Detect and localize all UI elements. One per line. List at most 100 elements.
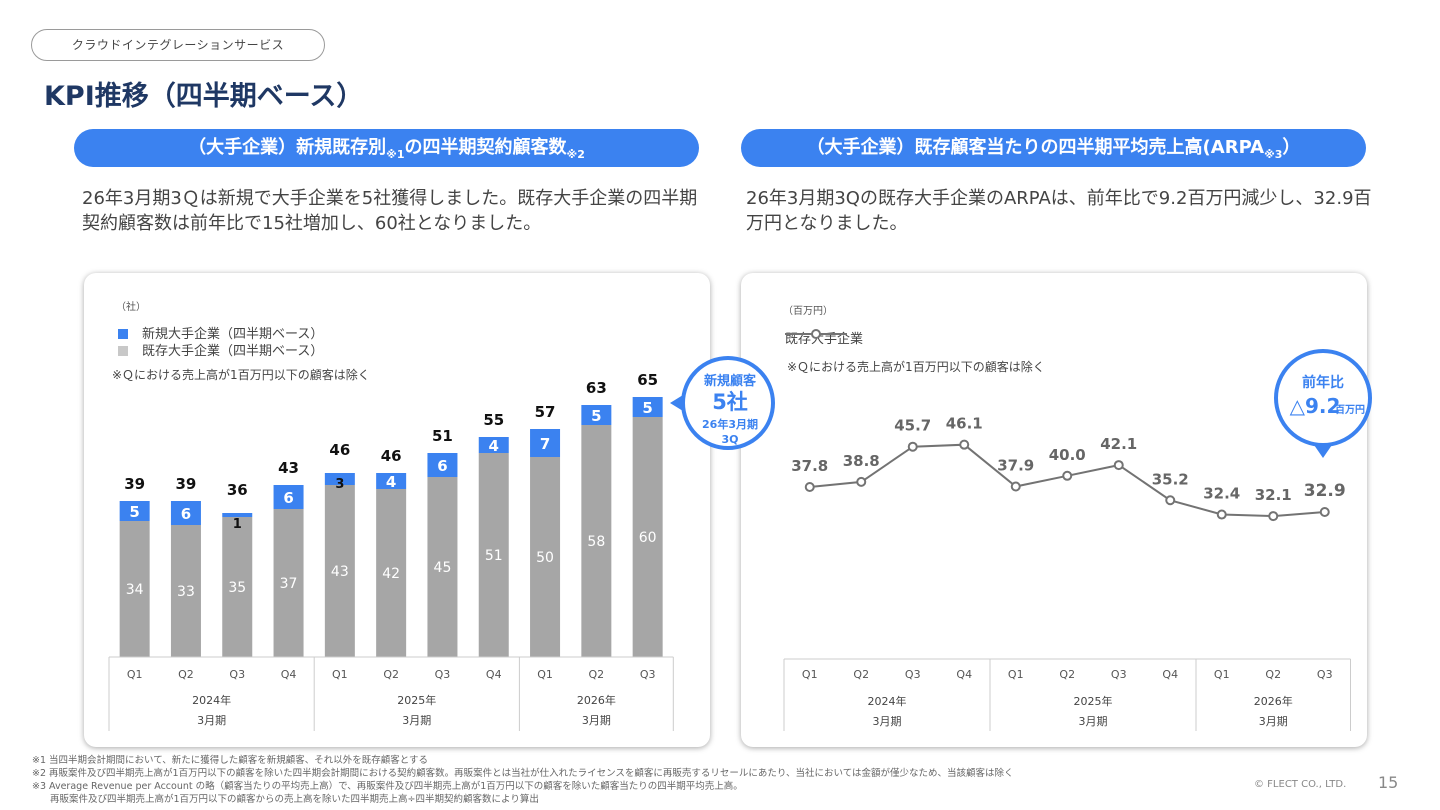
x-tick-label: Q4 — [956, 668, 972, 681]
bar-new — [324, 473, 355, 485]
right-header-text-a: （大手企業）既存顧客当たりの四半期平均売上高(ARPA — [806, 137, 1265, 158]
customer-count-bar-chart: 3453933639351363764343346424464565151455… — [108, 371, 674, 731]
x-group-label: 2026年 — [1254, 694, 1293, 708]
left-unit-label: （社） — [116, 302, 146, 313]
x-tick-label: Q3 — [229, 668, 245, 681]
footnote-2: ※2 再販案件及び四半期売上高が1百万円以下の顧客を除いた四半期会計期間における… — [32, 768, 1014, 779]
bar-existing-label: 58 — [587, 534, 605, 550]
arpa-value-label: 37.8 — [791, 457, 828, 475]
arpa-point — [1062, 470, 1073, 481]
bar-total-label: 46 — [329, 441, 350, 459]
callout-circle — [681, 356, 775, 450]
x-tick-label: Q3 — [435, 668, 451, 681]
bar-new-label: 4 — [386, 473, 396, 491]
bar-new-label: 6 — [437, 457, 447, 475]
legend-arpa: 既存大手企業 — [785, 328, 863, 347]
x-group-sublabel: 3月期 — [1259, 715, 1288, 728]
arpa-value-label: 38.8 — [843, 452, 880, 470]
bar-new-label: 7 — [540, 435, 550, 453]
arpa-point — [1010, 481, 1021, 492]
x-tick-label: Q2 — [178, 668, 194, 681]
left-header-note-1: ※1 — [386, 148, 405, 161]
bar-total-label: 43 — [278, 459, 299, 477]
bar-existing — [632, 417, 663, 657]
customer-count-card: （社） 新規大手企業（四半期ベース） 既存大手企業（四半期ベース） ※Ｑにおける… — [84, 273, 710, 747]
x-tick-label: Q4 — [1162, 668, 1178, 681]
legend-existing-label: 既存大手企業（四半期ベース） — [142, 344, 324, 359]
legend-existing: 既存大手企業（四半期ベース） — [118, 340, 323, 359]
right-unit-label: （百万円） — [783, 306, 833, 317]
bar-total-label: 36 — [227, 481, 248, 499]
bar-existing-label: 42 — [382, 566, 400, 582]
x-group-label: 2025年 — [397, 693, 436, 707]
arpa-point — [856, 476, 867, 487]
bar-new — [632, 397, 663, 417]
bar-new-label: 5 — [642, 399, 652, 417]
footnote-3-cont: 再販案件及び四半期売上高が1百万円以下の顧客からの売上高を除いた四半期売上高÷四… — [50, 794, 539, 805]
legend-new: 新規大手企業（四半期ベース） — [118, 323, 323, 342]
arpa-value-label: 32.9 — [1304, 481, 1346, 501]
left-header-text-b: の四半期契約顧客数 — [404, 137, 567, 158]
callout-pointer — [670, 395, 683, 411]
bar-new — [478, 437, 509, 453]
arpa-point — [1165, 495, 1176, 506]
callout-line4: 3Q — [721, 433, 738, 446]
arpa-line-chart: 37.8 38.8 45.7 46.1 37.9 40.0 42.1 35.2 32.4 32.1… — [783, 415, 1351, 731]
arpa-point — [959, 439, 970, 450]
arpa-point — [1216, 509, 1227, 520]
bar-new — [376, 473, 407, 489]
x-tick-label: Q1 — [1214, 668, 1230, 681]
bar-new — [273, 485, 304, 509]
bar-existing — [170, 525, 201, 657]
bar-new — [530, 429, 561, 457]
x-group-sublabel: 3月期 — [402, 714, 431, 727]
bar-existing — [273, 509, 304, 657]
right-header-note-3: ※3 — [1264, 148, 1283, 161]
arpa-card: （百万円） 既存大手企業 ※Ｑにおける売上高が1百万円以下の顧客は除く 37.8… — [741, 273, 1367, 747]
right-summary: 26年3月期3Qの既存大手企業のARPAは、前年比で9.2百万円減少し、32.9… — [746, 188, 1372, 234]
page-title: KPI推移（四半期ベース） — [44, 81, 364, 112]
callout-line1: 新規顧客 — [704, 373, 757, 389]
x-tick-label: Q2 — [589, 668, 605, 681]
bar-new-label: 1 — [233, 517, 242, 532]
bar-existing-label: 35 — [228, 580, 246, 596]
bar-existing — [222, 517, 253, 657]
bar-existing — [581, 425, 612, 657]
yoy-callout-line3: 百万円 — [1335, 404, 1365, 416]
bar-total-label: 39 — [124, 475, 145, 493]
arpa-point — [1113, 460, 1124, 471]
bar-total-label: 65 — [637, 371, 658, 389]
arpa-point — [804, 482, 815, 492]
bar-new — [222, 513, 253, 517]
legend-arpa-swatch — [785, 329, 847, 339]
x-group-sublabel: 3月期 — [1079, 715, 1108, 728]
bar-new — [119, 501, 150, 521]
right-chart-note: ※Ｑにおける売上高が1百万円以下の顧客は除く — [787, 360, 1045, 374]
yoy-callout-line1: 前年比 — [1302, 374, 1344, 391]
x-group-label: 2025年 — [1074, 694, 1113, 708]
bar-existing-label: 50 — [536, 550, 554, 566]
bar-existing-label: 51 — [485, 548, 503, 564]
arpa-point — [1268, 511, 1279, 522]
bar-new-label: 4 — [489, 437, 499, 455]
x-tick-label: Q3 — [640, 668, 656, 681]
bar-new-label: 5 — [591, 407, 601, 425]
bar-new — [170, 501, 201, 525]
x-tick-label: Q3 — [905, 668, 921, 681]
arpa-point — [907, 441, 918, 452]
x-tick-label: Q2 — [853, 668, 869, 681]
arpa-value-label: 32.4 — [1203, 485, 1240, 503]
bar-new-label: 5 — [129, 503, 139, 521]
yoy-callout: 前年比 △9.2 百万円 — [1274, 349, 1372, 458]
copyright: © FLECT CO., LTD. — [1254, 779, 1347, 790]
arpa-value-label: 37.9 — [997, 456, 1034, 474]
x-group-label: 2024年 — [868, 694, 907, 708]
x-group-sublabel: 3月期 — [197, 714, 226, 727]
x-tick-label: Q3 — [1111, 668, 1127, 681]
page-number: 15 — [1378, 773, 1399, 792]
x-group-sublabel: 3月期 — [873, 715, 902, 728]
legend-arpa-label: 既存大手企業 — [785, 332, 864, 347]
left-chart-note: ※Ｑにおける売上高が1百万円以下の顧客は除く — [112, 368, 370, 382]
arpa-value-label: 42.1 — [1100, 435, 1137, 453]
bar-new-label: 6 — [181, 505, 191, 523]
